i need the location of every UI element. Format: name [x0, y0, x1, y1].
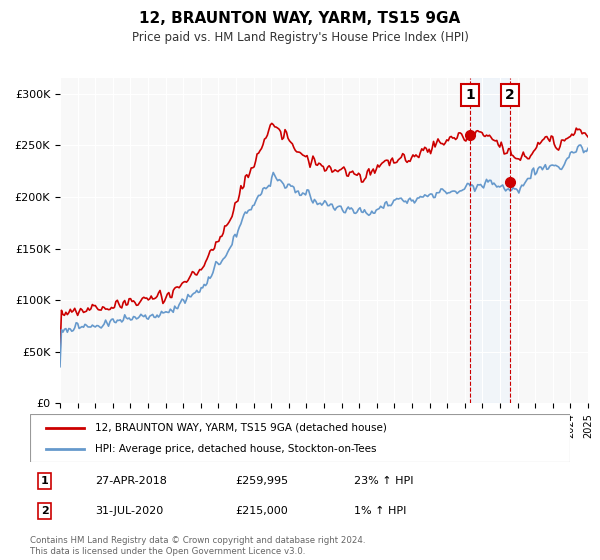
Text: HPI: Average price, detached house, Stockton-on-Tees: HPI: Average price, detached house, Stoc… — [95, 444, 376, 454]
Text: 1% ↑ HPI: 1% ↑ HPI — [354, 506, 406, 516]
Text: 1: 1 — [466, 88, 475, 102]
Text: Contains HM Land Registry data © Crown copyright and database right 2024.
This d: Contains HM Land Registry data © Crown c… — [30, 536, 365, 556]
Text: 23% ↑ HPI: 23% ↑ HPI — [354, 476, 413, 486]
Text: 2: 2 — [505, 88, 515, 102]
Text: 1: 1 — [41, 476, 49, 486]
Text: £215,000: £215,000 — [235, 506, 288, 516]
Text: 12, BRAUNTON WAY, YARM, TS15 9GA: 12, BRAUNTON WAY, YARM, TS15 9GA — [139, 11, 461, 26]
Text: 2: 2 — [41, 506, 49, 516]
Text: 31-JUL-2020: 31-JUL-2020 — [95, 506, 163, 516]
Bar — [470, 78, 510, 403]
Text: 27-APR-2018: 27-APR-2018 — [95, 476, 167, 486]
Text: £259,995: £259,995 — [235, 476, 289, 486]
Text: Price paid vs. HM Land Registry's House Price Index (HPI): Price paid vs. HM Land Registry's House … — [131, 31, 469, 44]
FancyBboxPatch shape — [30, 414, 570, 462]
Text: 12, BRAUNTON WAY, YARM, TS15 9GA (detached house): 12, BRAUNTON WAY, YARM, TS15 9GA (detach… — [95, 423, 386, 433]
